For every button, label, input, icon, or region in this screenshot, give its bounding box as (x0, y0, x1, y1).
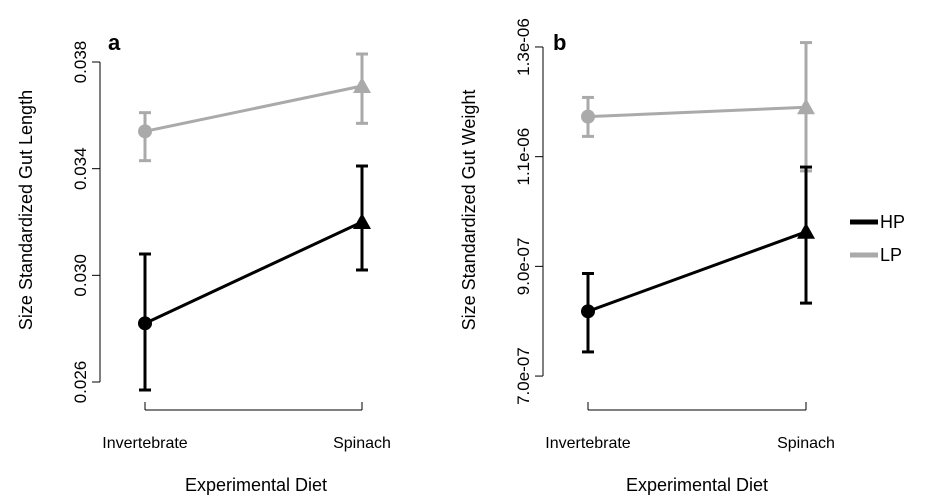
series-hp (138, 164, 371, 392)
y-tick-label: 0.030 (71, 254, 90, 297)
point-circle-hp (138, 316, 152, 331)
legend: HP LP (850, 212, 905, 265)
series-line-hp (144, 220, 363, 325)
series-hp (581, 165, 815, 354)
series-lp (581, 41, 815, 173)
x-axis-title: Experimental Diet (626, 475, 768, 495)
point-triangle-hp (797, 222, 815, 239)
point-triangle-lp (797, 98, 815, 115)
y-tick-label: 0.034 (71, 147, 90, 190)
y-tick-label: 1.1e-06 (514, 128, 533, 186)
point-triangle-hp (353, 213, 371, 229)
y-tick-label: 0.038 (71, 41, 90, 84)
series-line-lp (144, 84, 363, 133)
y-tick-label: 1.3e-06 (514, 18, 533, 76)
x-tick-label: Spinach (333, 435, 391, 452)
panel-letter: a (108, 30, 121, 55)
y-axis-title: Size Standardized Gut Weight (459, 90, 479, 331)
legend-label-hp: HP (880, 212, 905, 232)
point-circle-lp (138, 124, 152, 139)
series-lp (138, 52, 371, 163)
y-tick-label: 9.0e-07 (514, 238, 533, 296)
x-tick-label: Spinach (777, 435, 835, 452)
y-axis-title: Size Standardized Gut Length (16, 90, 36, 330)
point-circle-hp (581, 304, 595, 319)
x-tick-label: Invertebrate (545, 435, 630, 452)
x-tick-label: Invertebrate (102, 435, 187, 452)
series-line-hp (587, 230, 807, 313)
panel-b: 7.0e-07 9.0e-07 1.1e-06 1.3e-06 Invertebrate… (459, 18, 835, 495)
point-triangle-lp (353, 77, 371, 93)
panel-letter: b (553, 30, 566, 55)
point-circle-lp (581, 109, 595, 124)
y-tick-label: 0.026 (71, 361, 90, 404)
y-tick-label: 7.0e-07 (514, 347, 533, 405)
panel-a: 0.026 0.030 0.034 0.038 Invertebrate Spinach E… (16, 30, 391, 495)
x-axis-title: Experimental Diet (185, 475, 327, 495)
legend-label-lp: LP (880, 245, 902, 265)
series-line-lp (587, 105, 807, 119)
